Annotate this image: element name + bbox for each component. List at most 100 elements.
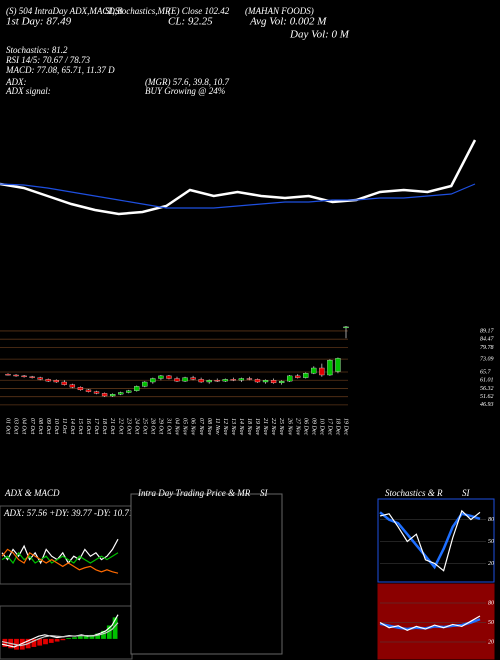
x-tick-label: 08 Nov (206, 418, 212, 436)
adx-signal: BUY Growing @ 24% (145, 86, 225, 96)
candle-body (295, 375, 301, 378)
adx-signal-label: ADX signal: (5, 86, 51, 96)
panel-title: Intra Day Trading Price & MR (137, 488, 251, 498)
candle-body (69, 384, 76, 388)
candle-body (174, 378, 180, 382)
x-tick-label: 23 Oct (125, 418, 131, 434)
candle-body (150, 378, 156, 383)
y-tick-label: 20 (488, 561, 494, 567)
y-tick-label: 80 (488, 517, 494, 523)
x-tick-label: 13 Nov (230, 418, 236, 436)
x-tick-label: 06 Nov (190, 418, 196, 436)
y-tick-label: 61.01 (480, 378, 494, 384)
adx-label: ADX: (5, 77, 27, 87)
panel-title: ADX & MACD (4, 488, 60, 498)
series-line (379, 615, 481, 631)
bar (101, 630, 106, 639)
y-tick-label: 51.62 (480, 394, 494, 400)
candle-body (206, 380, 212, 383)
x-tick-label: 07 Nov (198, 418, 204, 436)
candle-body (238, 378, 245, 381)
x-tick-label: 14 Oct (69, 418, 76, 434)
candle-body (214, 380, 220, 382)
header-stat: 1st Day: 87.49 (6, 16, 72, 28)
candle-body (158, 375, 164, 379)
series-line (0, 183, 476, 209)
candle-body (29, 376, 35, 378)
x-tick-label: 11 Oct (61, 418, 67, 434)
x-tick-label: 26 Nov (286, 418, 292, 436)
candle-body (222, 379, 228, 382)
x-tick-label: 17 Oct (93, 418, 99, 434)
candle-body (13, 374, 19, 377)
bar (2, 638, 8, 647)
header-title: (MAHAN FOODS) (245, 6, 314, 16)
bar (89, 634, 95, 639)
candle-body (343, 326, 349, 329)
series-line (0, 139, 477, 216)
x-tick-label: 29 Oct (158, 418, 164, 434)
candle-body (190, 377, 196, 380)
candle-body (93, 391, 100, 394)
bar (19, 638, 25, 650)
y-tick-label: 50 (488, 539, 494, 545)
candle-body (270, 380, 277, 384)
candle-body (53, 380, 59, 383)
candle-body (101, 393, 108, 397)
series-line (1, 622, 119, 647)
candle-body (311, 367, 317, 374)
candle-body (182, 377, 188, 382)
candle-body (45, 379, 51, 382)
panel-title: Stochastics & R (385, 488, 443, 498)
x-tick-label: 05 Nov (182, 418, 188, 436)
x-tick-label: 18 Dec (335, 418, 341, 435)
adx-value: (MGR) 57.6, 39.8, 10.7 (145, 77, 229, 87)
x-tick-label: 01 Oct (5, 418, 11, 434)
bar (43, 638, 48, 645)
x-tick-label: 16 Oct (85, 418, 91, 434)
candle-body (118, 392, 124, 395)
x-tick-label: 08 Oct (37, 418, 43, 434)
bar (106, 625, 112, 639)
candle-body (198, 379, 204, 383)
x-tick-label: 24 Oct (133, 418, 140, 434)
x-tick-label: 22 Nov (270, 418, 276, 436)
x-tick-label: 25 Oct (141, 418, 147, 434)
candle-body (319, 367, 325, 376)
x-tick-label: 18 Nov (246, 418, 252, 436)
header-stat: CL: 92.25 (168, 16, 213, 28)
x-tick-label: 10 Dec (318, 418, 324, 435)
bar (54, 638, 60, 642)
y-tick-label: 50 (488, 620, 494, 626)
header-stat: Avg Vol: 0.002 M (249, 16, 327, 28)
candle-body (278, 380, 285, 384)
y-tick-label: 79.78 (480, 345, 494, 351)
x-tick-label: 09 Dec (310, 418, 316, 435)
x-tick-label: 11 Nov (214, 418, 220, 435)
candle-body (37, 377, 43, 380)
candle-body (246, 378, 253, 380)
y-tick-label: 20 (488, 639, 494, 645)
candle-body (142, 381, 148, 387)
candle-body (303, 373, 309, 378)
candle-body (134, 386, 140, 391)
bar (37, 638, 43, 646)
y-tick-label: 73.09 (480, 356, 494, 362)
x-tick-label: 15 Oct (77, 418, 83, 434)
candle-body (85, 389, 92, 392)
bar (77, 636, 83, 639)
header-stat: Day Vol: 0 M (289, 29, 350, 41)
x-tick-label: 04 Oct (21, 418, 28, 434)
series-line (1, 538, 119, 565)
header-title: (S) 504 IntraDay ADX,MACD,B (6, 6, 123, 16)
x-tick-label: 12 Nov (222, 418, 228, 436)
indicator: Stochastics: 81.2 (6, 45, 68, 55)
x-tick-label: 14 Nov (238, 418, 245, 436)
bar (31, 638, 37, 647)
x-tick-label: 17 Dec (327, 418, 333, 435)
candle-body (254, 379, 261, 383)
bar (112, 617, 118, 639)
panel-frame (130, 493, 283, 655)
x-tick-label: 31 Oct (166, 417, 172, 434)
